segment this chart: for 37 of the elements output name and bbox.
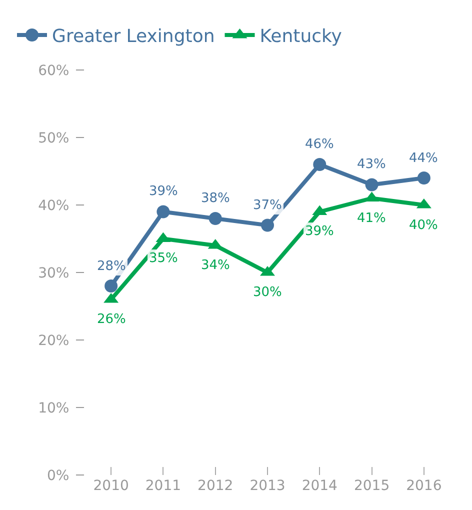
data-label: 46% — [305, 137, 334, 152]
y-tick-label: 60% — [38, 62, 70, 79]
point — [261, 218, 274, 232]
data-label: 39% — [149, 184, 178, 199]
y-tick-label: 30% — [38, 265, 70, 282]
x-tick-label: 2012 — [198, 478, 234, 494]
point — [365, 178, 378, 192]
data-label: 38% — [201, 191, 230, 206]
y-tick-label: 10% — [38, 400, 70, 416]
x-tick-label: 2010 — [93, 478, 129, 494]
data-label: 43% — [357, 157, 386, 172]
data-label: 30% — [253, 285, 282, 300]
data-label: 37% — [253, 198, 282, 213]
x-tick-label: 2014 — [302, 478, 338, 494]
point — [208, 212, 222, 225]
data-label: 26% — [97, 312, 126, 327]
point — [156, 205, 170, 218]
data-label: 40% — [409, 218, 438, 233]
data-label: 34% — [201, 258, 230, 273]
y-tick-label: 40% — [38, 198, 70, 214]
legend-label: Kentucky — [260, 26, 342, 48]
point — [417, 172, 430, 184]
legend-label: Greater Lexington — [52, 26, 215, 48]
x-tick-label: 2013 — [250, 478, 286, 494]
y-tick-label: 0% — [46, 468, 70, 484]
y-tick-label: 20% — [38, 332, 70, 349]
data-label: 28% — [97, 259, 126, 274]
y-tick-label: 50% — [38, 130, 70, 146]
x-tick-label: 2015 — [354, 478, 390, 494]
data-label: 44% — [409, 151, 438, 166]
x-tick-label: 2011 — [145, 478, 182, 494]
point — [104, 280, 118, 292]
data-label: 35% — [149, 251, 178, 266]
point — [313, 158, 326, 171]
data-label: 39% — [305, 224, 334, 239]
data-label: 41% — [357, 211, 386, 226]
x-tick-label: 2016 — [406, 478, 442, 494]
